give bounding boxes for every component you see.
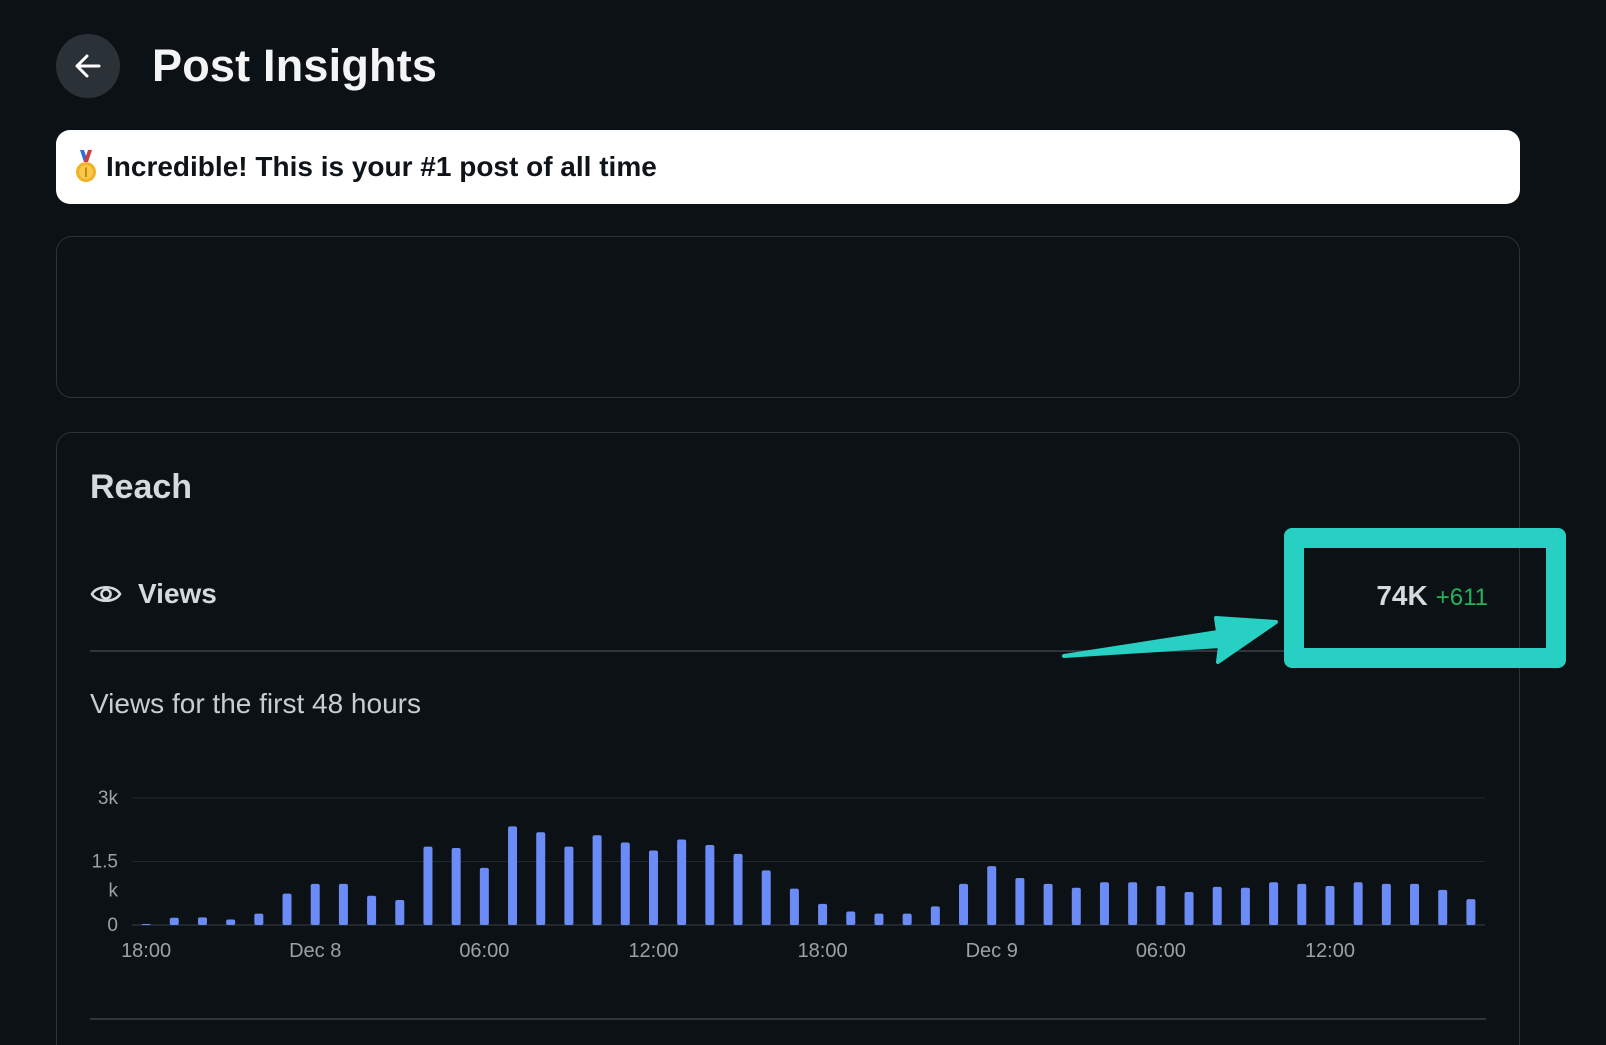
x-tick-label: 06:00 [1136,940,1186,962]
y-tick-label: k [109,881,119,902]
top-post-banner: Incredible! This is your #1 post of all … [56,130,1520,204]
views-bar[interactable] [564,846,574,925]
views-bar[interactable] [141,924,151,925]
views-bar[interactable] [226,919,236,925]
page-title: Post Insights [152,40,438,91]
views-bar[interactable] [592,835,602,925]
views-bar[interactable] [1099,882,1109,925]
views-bar[interactable] [987,866,997,925]
y-tick-label: 1.5 [92,852,118,873]
back-button[interactable] [56,34,120,98]
views-row[interactable]: Views [90,578,217,610]
views-bar[interactable] [479,867,489,925]
views-bar[interactable] [367,895,377,925]
views-bar[interactable] [930,906,940,925]
chart-bottom-divider [90,1018,1486,1020]
x-tick-label: 18:00 [121,940,171,962]
y-tick-label: 0 [107,915,118,936]
views-bar[interactable] [677,839,687,925]
views-bar[interactable] [818,903,828,925]
views-bar[interactable] [959,883,969,925]
views-bar[interactable] [1466,899,1476,925]
arrow-left-icon [75,54,101,78]
chart-subtitle: Views for the first 48 hours [90,688,421,719]
views-bar[interactable] [1184,891,1194,925]
views-bar[interactable] [874,913,884,925]
x-tick-label: Dec 9 [966,940,1018,962]
views-bar[interactable] [1410,883,1420,925]
medal-icon [76,150,96,182]
views-bar[interactable] [648,850,658,925]
views-bar[interactable] [1269,882,1279,925]
views-bar[interactable] [536,832,546,925]
x-tick-label: 06:00 [459,940,509,962]
post-preview-card [56,236,1520,398]
x-tick-label: 12:00 [628,940,678,962]
views-bar[interactable] [395,900,405,925]
views-bar[interactable] [620,842,630,925]
views-bar[interactable] [451,847,461,925]
views-bar[interactable] [423,846,433,925]
views-delta: +611 [1435,584,1488,611]
views-bar[interactable] [1212,886,1222,925]
views-label: Views [138,578,217,609]
views-bar[interactable] [1353,882,1363,925]
reach-title: Reach [90,468,193,506]
views-bar[interactable] [169,917,179,925]
banner-text: Incredible! This is your #1 post of all … [106,151,657,182]
views-total: 74K [1376,580,1428,611]
views-bar[interactable] [1043,883,1053,925]
x-tick-label: Dec 8 [289,940,341,962]
views-bar[interactable] [1156,886,1166,925]
views-bar[interactable] [282,893,292,925]
views-bar[interactable] [761,870,771,925]
views-bar[interactable] [1240,887,1250,925]
views-value: 74K +611 [1376,580,1488,612]
views-bar[interactable] [310,883,320,925]
views-bar[interactable] [1015,878,1025,925]
views-bar[interactable] [1381,883,1391,925]
views-bar[interactable] [733,853,743,925]
x-tick-label: 12:00 [1305,940,1355,962]
views-bar[interactable] [1128,882,1138,925]
views-bar[interactable] [508,826,518,925]
views-bar[interactable] [789,888,799,925]
views-bar[interactable] [338,883,348,925]
views-bar[interactable] [197,917,207,925]
x-tick-label: 18:00 [798,940,848,962]
y-tick-label: 3k [98,788,119,809]
views-bar[interactable] [902,913,912,925]
views-bar[interactable] [1297,883,1307,925]
views-bar[interactable] [846,911,856,925]
views-bar[interactable] [705,844,715,925]
reach-card [56,432,1520,1045]
views-bar[interactable] [1438,889,1448,925]
eye-icon [90,585,122,603]
views-bar[interactable] [1325,886,1335,925]
views-bar[interactable] [254,913,264,925]
views-divider [90,650,1486,652]
views-bar[interactable] [1071,887,1081,925]
